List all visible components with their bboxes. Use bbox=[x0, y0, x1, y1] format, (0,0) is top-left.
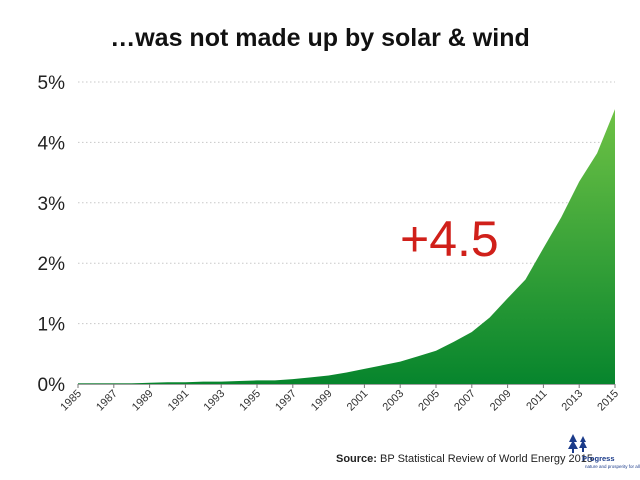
y-axis-ticks: 0% 1% 2% 3% 4% 5% bbox=[38, 73, 66, 396]
chart-title: …was not made up by solar & wind bbox=[110, 24, 530, 52]
x-tick-label: 2011 bbox=[524, 388, 549, 413]
tree-figures-icon bbox=[568, 434, 587, 453]
source-text: BP Statistical Review of World Energy 20… bbox=[380, 453, 594, 465]
progress-logo: Progress nature and prosperity for all bbox=[568, 432, 640, 472]
x-tick-label: 1995 bbox=[237, 388, 263, 414]
area-series bbox=[78, 109, 615, 385]
y-tick-label: 3% bbox=[38, 194, 66, 215]
logo-tagline: nature and prosperity for all bbox=[585, 464, 640, 469]
x-tick-label: 2007 bbox=[452, 388, 478, 414]
x-tick-label: 2001 bbox=[345, 388, 371, 414]
y-tick-label: 5% bbox=[38, 73, 66, 94]
x-tick-label: 2013 bbox=[560, 388, 586, 414]
x-tick-label: 1997 bbox=[273, 388, 299, 414]
y-tick-label: 4% bbox=[38, 133, 66, 154]
x-tick-label: 2003 bbox=[381, 388, 407, 414]
source-label: Source: bbox=[336, 453, 377, 465]
source-note: Source: BP Statistical Review of World E… bbox=[336, 453, 593, 465]
x-tick-label: 1989 bbox=[130, 388, 156, 414]
x-tick-label: 2009 bbox=[488, 388, 514, 414]
area-chart: 0%1%2%3%4%5% 1985 1987 1989 1991 1993 1995 199… bbox=[38, 73, 622, 413]
x-axis-ticks: 1985 1987 1989 1991 1993 1995 1997 1999 2001 2003… bbox=[58, 384, 621, 413]
y-tick-label: 0% bbox=[38, 375, 66, 396]
series-area bbox=[78, 109, 615, 385]
x-tick-label: 1987 bbox=[94, 388, 120, 414]
x-tick-label: 1999 bbox=[309, 388, 335, 414]
y-tick-label: 1% bbox=[38, 315, 66, 336]
x-tick-label: 2005 bbox=[416, 388, 442, 414]
y-tick-label: 2% bbox=[38, 254, 66, 275]
x-tick-label: 1991 bbox=[166, 388, 192, 414]
x-tick-label: 1993 bbox=[202, 388, 228, 414]
x-tick-label: 2015 bbox=[595, 388, 621, 414]
annotation-label: +4.5 bbox=[400, 211, 499, 267]
logo-name: Progress bbox=[582, 454, 615, 463]
